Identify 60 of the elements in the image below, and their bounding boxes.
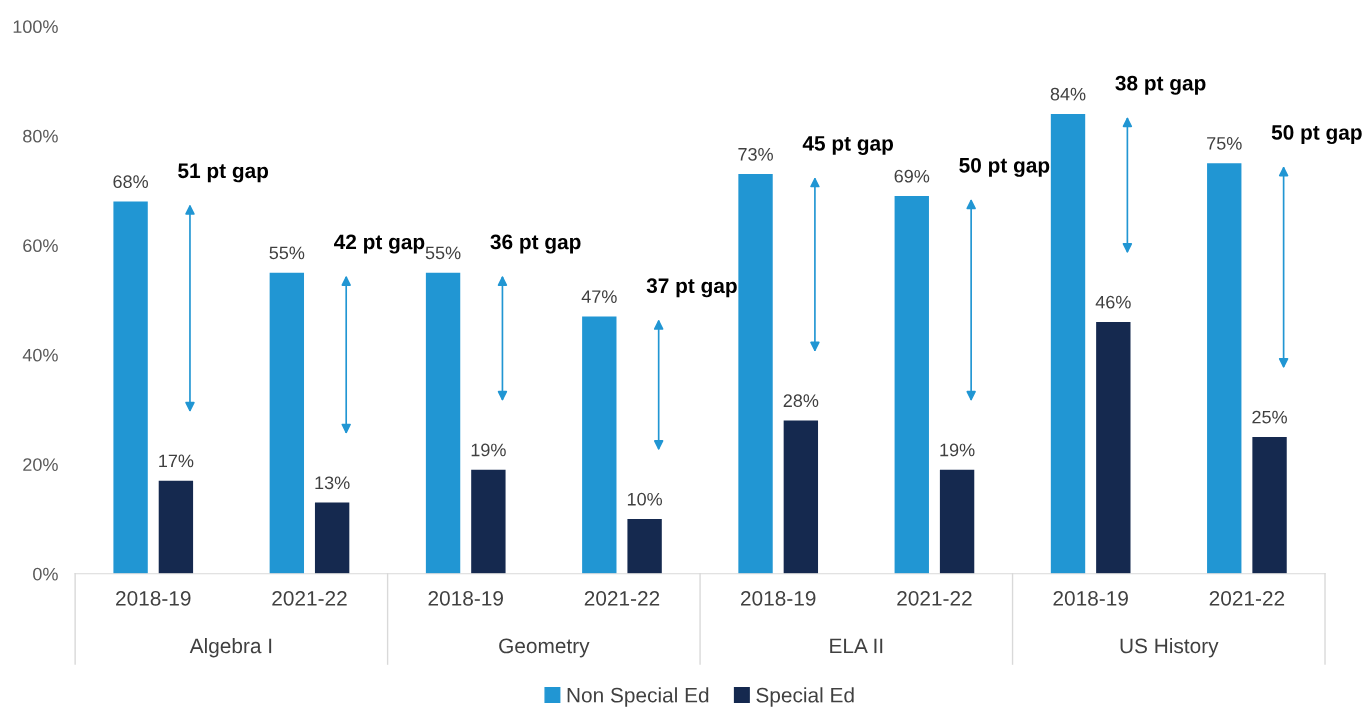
data-label: 17%: [159, 454, 194, 468]
bar: [1207, 163, 1242, 574]
x-tick-label: 2018-19: [741, 590, 816, 606]
y-tick-label: 60%: [23, 239, 58, 253]
data-label: 73%: [738, 147, 773, 161]
bar: [1252, 436, 1287, 574]
annotation: 42 pt gap: [334, 234, 425, 254]
y-tick-label: 20%: [23, 458, 58, 471]
text: ELA II: [830, 638, 883, 654]
bar: [1096, 321, 1131, 574]
data-label: 75%: [1207, 137, 1242, 150]
data-label: 13%: [315, 476, 350, 490]
data-label: 19%: [471, 443, 506, 457]
x-tick-label: 2021-22: [272, 590, 347, 606]
data-label: 55%: [425, 246, 461, 260]
bar: [894, 196, 929, 574]
annotation: 50 pt gap: [959, 157, 1050, 177]
x-tick-label: 2021-22: [584, 590, 660, 606]
legend-label: Non Special Ed: [567, 687, 709, 707]
annotation: 51 pt gap: [178, 163, 269, 183]
annotation: 36 pt gap: [490, 234, 581, 254]
bar: [113, 201, 148, 574]
annotation: 50 pt gap: [1271, 125, 1362, 145]
x-tick-label: 2018-19: [428, 590, 503, 606]
text: Geometry: [499, 638, 590, 658]
y-tick-label: 40%: [22, 348, 58, 362]
data-label: 69%: [894, 169, 930, 183]
data-label: 68%: [113, 175, 149, 189]
bar: [738, 174, 773, 574]
bar: [1050, 113, 1086, 574]
data-label: 46%: [1095, 295, 1131, 309]
bar: [582, 316, 617, 574]
data-label: 10%: [627, 492, 663, 506]
bar: [939, 469, 975, 574]
annotation: 45 pt gap: [802, 136, 894, 155]
bar: [627, 519, 662, 574]
legend-label: Special Ed: [756, 687, 854, 707]
x-tick-label: 2021-22: [1209, 590, 1285, 606]
x-tick-label: 2018-19: [116, 590, 191, 606]
annotation: 37 pt gap: [646, 278, 737, 298]
bar: [425, 272, 461, 574]
x-tick-label: 2018-19: [1053, 590, 1128, 606]
data-label: 55%: [269, 246, 305, 260]
y-tick-label: 0%: [33, 567, 58, 581]
text: Algebra I: [189, 637, 272, 658]
y-tick-label: 100%: [13, 20, 58, 34]
bar: [158, 480, 194, 574]
data-label: 19%: [940, 443, 975, 457]
bar: [783, 420, 819, 574]
data-label: 28%: [783, 394, 819, 408]
data-label: 25%: [1252, 410, 1287, 424]
bar: [314, 502, 350, 574]
data-label: 47%: [581, 290, 617, 303]
bar: [269, 272, 305, 574]
y-tick-label: 80%: [23, 129, 58, 143]
data-label: 84%: [1050, 87, 1086, 101]
x-tick-label: 2021-22: [897, 590, 972, 606]
text: US History: [1120, 637, 1219, 658]
annotation: 38 pt gap: [1115, 75, 1206, 95]
bar: [471, 469, 506, 574]
